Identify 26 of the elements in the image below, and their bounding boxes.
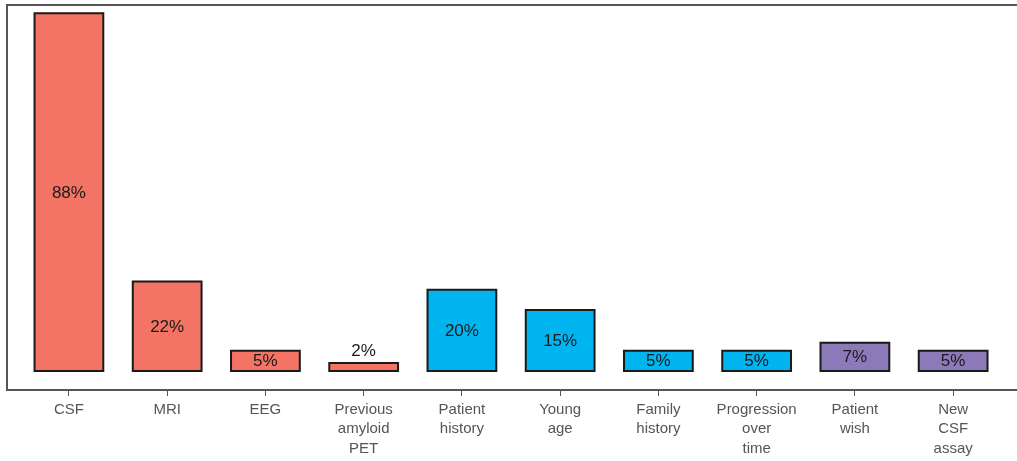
bar bbox=[524, 309, 596, 373]
x-tick-label: Progression over time bbox=[716, 399, 797, 456]
bar bbox=[328, 361, 400, 373]
x-tick-label: Family history bbox=[636, 399, 681, 437]
bar bbox=[33, 12, 105, 373]
x-tick-label: CSF bbox=[53, 399, 84, 417]
bar bbox=[426, 288, 498, 373]
data-label: 5% bbox=[744, 351, 769, 371]
data-label: 20% bbox=[444, 320, 479, 340]
data-label: 15% bbox=[543, 331, 578, 351]
data-label: 5% bbox=[253, 351, 278, 371]
data-label: 5% bbox=[940, 351, 966, 371]
data-label: 7% bbox=[842, 347, 868, 367]
x-tick-label: New CSF assay bbox=[933, 399, 974, 456]
bar bbox=[819, 341, 891, 373]
bar bbox=[131, 280, 203, 373]
data-label: 2% bbox=[351, 340, 376, 360]
x-tick-label: Previous amyloid PET bbox=[334, 399, 393, 456]
data-label: 5% bbox=[646, 351, 671, 371]
x-tick-label: Patient wish bbox=[831, 399, 880, 437]
x-tick-label: Patient history bbox=[438, 399, 487, 437]
data-label: 88% bbox=[51, 182, 86, 202]
data-label: 22% bbox=[150, 316, 185, 336]
x-tick-label: MRI bbox=[153, 399, 181, 417]
x-tick-label: Young age bbox=[539, 399, 582, 437]
x-tick-label: EEG bbox=[249, 399, 282, 417]
